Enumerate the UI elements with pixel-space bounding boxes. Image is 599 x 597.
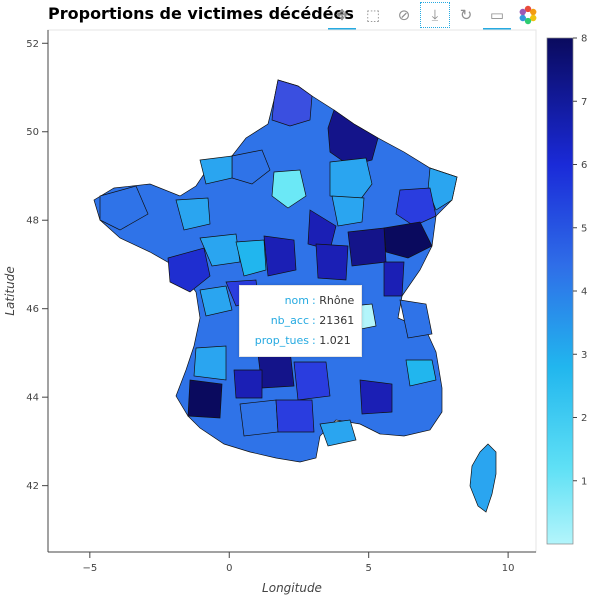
tooltip-key: prop_tues: [254, 334, 309, 347]
dept-patch[interactable]: [263, 235, 297, 277]
reset-tool-icon[interactable]: ↻: [459, 6, 473, 24]
hover-tooltip: nom: Rhône nb_acc: 21361 prop_tues: 1.02…: [239, 285, 363, 357]
colorbar-tick-label: 1: [581, 476, 587, 487]
x-tick-label: 5: [365, 563, 371, 574]
dept-patch[interactable]: [271, 169, 307, 209]
y-tick-label: 44: [26, 393, 39, 404]
bokeh-logo-icon[interactable]: [514, 3, 542, 27]
dept-patch[interactable]: [383, 261, 405, 297]
dept-patch[interactable]: [193, 345, 227, 381]
dept-patch[interactable]: [175, 197, 211, 231]
x-axis: −5 0 5 10 Longitude: [48, 551, 536, 595]
y-tick-label: 46: [26, 304, 39, 315]
france-map[interactable]: [93, 79, 497, 513]
tooltip-row: nb_acc: 21361: [247, 311, 355, 331]
dept-patch[interactable]: [319, 419, 357, 447]
tooltip-key: nom: [284, 294, 309, 307]
tooltip-row: prop_tues: 1.021: [247, 331, 354, 351]
y-tick-label: 42: [26, 481, 39, 492]
dept-patch[interactable]: [199, 233, 241, 267]
dept-patch[interactable]: [399, 299, 433, 339]
colorbar-tick-label: 6: [581, 160, 587, 171]
dept-patch[interactable]: [99, 185, 149, 231]
colorbar: 1 2 3 4 5 6 7 8: [546, 34, 587, 545]
dept-patch[interactable]: [383, 221, 433, 259]
dept-patch[interactable]: [293, 361, 331, 401]
dept-patch[interactable]: [239, 399, 279, 437]
colorbar-tick-label: 4: [581, 287, 587, 298]
hover-tool-icon[interactable]: ▭: [483, 3, 511, 30]
tooltip-row: nom: Rhône: [247, 291, 355, 311]
dept-patch[interactable]: [235, 239, 267, 277]
colorbar-tick-label: 8: [581, 34, 587, 45]
wheel-zoom-tool-icon[interactable]: ⊘: [397, 6, 411, 24]
y-axis-label: Latitude: [3, 266, 17, 315]
dept-patch[interactable]: [315, 243, 349, 281]
dept-patch[interactable]: [329, 157, 373, 201]
x-tick-label: 10: [502, 563, 515, 574]
map-corsica[interactable]: [469, 443, 497, 513]
colorbar-tick-label: 3: [581, 350, 587, 361]
x-tick-label: 0: [226, 563, 232, 574]
dept-patch[interactable]: [347, 227, 387, 267]
dept-patch[interactable]: [199, 155, 233, 185]
dept-patch[interactable]: [167, 247, 211, 293]
dept-patch[interactable]: [427, 167, 458, 211]
dept-patch[interactable]: [331, 195, 365, 227]
dept-patch[interactable]: [199, 285, 233, 317]
colorbar-tick-label: 2: [581, 413, 587, 424]
tooltip-value: 1.021: [319, 334, 351, 347]
box-zoom-tool-icon[interactable]: ⬚: [365, 6, 381, 24]
tooltip-value: 21361: [319, 314, 355, 327]
toolbar: ✥ ⬚ ⊘ ⤓ ↻ ▭: [328, 2, 545, 30]
colorbar-tick-label: 7: [581, 97, 587, 108]
dept-patch[interactable]: [359, 379, 393, 415]
y-tick-label: 48: [26, 216, 39, 227]
tooltip-value: Rhône: [319, 294, 355, 307]
dept-patch[interactable]: [233, 369, 263, 399]
dept-patch[interactable]: [395, 187, 437, 227]
dept-patch[interactable]: [275, 399, 315, 433]
y-tick-label: 52: [26, 39, 39, 50]
x-tick-label: −5: [82, 563, 97, 574]
save-tool-icon[interactable]: ⤓: [420, 2, 450, 28]
dept-patch[interactable]: [271, 79, 313, 127]
tooltip-key: nb_acc: [270, 314, 309, 327]
y-axis: 42 44 46 48 50 52 Latitude: [3, 30, 49, 552]
colorbar-gradient: [546, 37, 574, 545]
dept-patch[interactable]: [187, 379, 223, 419]
dept-patch[interactable]: [405, 359, 437, 387]
chart-title: Proportions de victimes décédées: [48, 4, 354, 23]
pan-tool-icon[interactable]: ✥: [328, 3, 356, 30]
x-axis-label: Longitude: [262, 581, 322, 595]
y-tick-label: 50: [26, 127, 39, 138]
colorbar-tick-label: 5: [581, 223, 587, 234]
